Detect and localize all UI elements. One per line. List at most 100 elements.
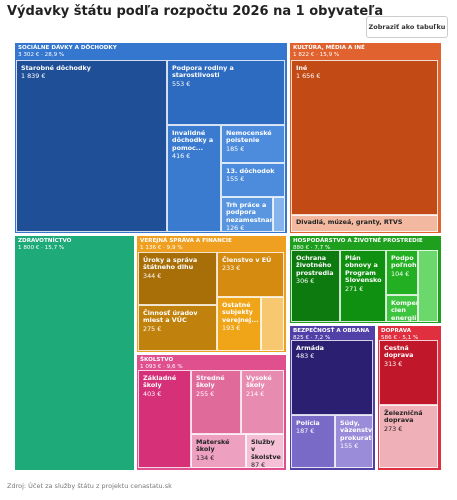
cell-rect: Stredné školy 255 €	[191, 370, 241, 434]
cell-label: Divadlá, múzeá, granty, RTVS	[296, 218, 435, 226]
cell-value-label: 185 €	[226, 144, 245, 153]
group-value-label: 3 302 € · 28,9 %	[18, 51, 65, 58]
cell-rect	[273, 197, 285, 232]
cell-value-label: 126 €	[226, 224, 245, 232]
cell-label: Základné školy 403 €	[143, 374, 188, 398]
cell-rect: Trh práce a podpora nezamestnaný126 €	[221, 197, 273, 232]
cell-label: Členstvo v EÚ 233 €	[222, 256, 281, 273]
group-value-label: 1 822 € · 15,9 %	[293, 51, 340, 58]
cell-label: Úroky a správa štátneho dlhu 344 €	[143, 256, 214, 280]
cell-rect: Materské školy 134 €	[191, 434, 246, 468]
cell-label: Podpo poľnoh 104 €	[391, 254, 417, 278]
cell-value-label: 483 €	[296, 352, 315, 361]
cell-label: Invalidné dôchodky a pomoc... 416 €	[172, 129, 218, 161]
cell-rect: Ostatné subjekty verejnej... 193 €	[217, 297, 261, 351]
cell-label: Kompenzácie cien energií	[391, 299, 417, 321]
cell-rect: Železničná doprava 273 €	[379, 405, 438, 468]
group-value-label: 586 € · 5,1 %	[381, 334, 419, 341]
cell-value-label: 155 €	[340, 442, 359, 451]
cell-value-label: 187 €	[296, 427, 315, 436]
cell-value-label: 1 656 €	[296, 72, 321, 81]
cell-name: Vysoké školy	[246, 374, 272, 390]
group-header: HOSPODÁRSTVO A ŽIVOTNÉ PROSTREDIE 880 € ·…	[293, 238, 423, 251]
group-header: BEZPEČNOSŤ A OBRANA 825 € · 7,2 %	[293, 328, 369, 341]
group-value-label: 825 € · 7,2 %	[293, 334, 331, 341]
cell-label: 13. dôchodok 155 €	[226, 167, 282, 184]
group-rect: ZDRAVOTNÍCTVO 1 800 € · 15,7 %	[14, 235, 135, 471]
cell-name: Základné školy	[143, 374, 177, 390]
cell-label: Plán obnovy a Program Slovensko 271 €	[345, 254, 383, 293]
cell-rect: Invalidné dôchodky a pomoc... 416 €	[167, 125, 221, 232]
group-name: HOSPODÁRSTVO A ŽIVOTNÉ PROSTREDIE	[293, 238, 423, 244]
cell-label: Železničná doprava 273 €	[384, 409, 435, 433]
group-value-label: 1 093 € · 9,6 %	[140, 363, 183, 370]
source-note: Zdroj: Účet za služby štátu z projektu c…	[7, 482, 172, 490]
cell-label: Armáda 483 €	[296, 344, 370, 361]
group-value-label: 1 800 € · 15,7 %	[18, 244, 65, 251]
cell-value-label: 104 €	[391, 269, 410, 278]
cell-name: Divadlá, múzeá, granty, RTVS	[296, 218, 403, 226]
cell-name: Členstvo v EÚ	[222, 256, 272, 264]
cell-rect: Súdy, väzenstvo, prokuratúra155 €	[335, 415, 373, 468]
cell-name: Armáda	[296, 344, 324, 352]
cell-label: Starobné dôchodky 1 839 €	[21, 64, 164, 81]
cell-rect: Služby v školstve 87 €	[246, 434, 284, 468]
cell-value-label: 193 €	[222, 324, 241, 333]
cell-name: Stredné školy	[196, 374, 225, 390]
cell-value-label: 403 €	[143, 389, 162, 398]
treemap: SOCIÁLNE DÁVKY A DÔCHODKY 3 302 € · 28,9 …	[14, 42, 442, 471]
group-value-label: 1 136 € · 9,9 %	[140, 244, 183, 251]
cell-rect: Vysoké školy 214 €	[241, 370, 284, 434]
group-header: KULTÚRA, MÉDIA A INÉ 1 822 € · 15,9 %	[293, 45, 365, 58]
cell-value-label: 255 €	[196, 389, 215, 398]
cell-value-label: 87 €	[251, 461, 266, 468]
cell-value-label: 416 €	[172, 152, 191, 161]
cell-rect	[261, 297, 284, 351]
cell-rect: Divadlá, múzeá, granty, RTVS	[291, 215, 438, 232]
page-title: Výdavky štátu podľa rozpočtu 2026 na 1 o…	[7, 4, 384, 19]
cell-value-label: 155 €	[226, 175, 245, 184]
cell-label: Stredné školy 255 €	[196, 374, 238, 398]
group-header: DOPRAVA 586 € · 5,1 %	[381, 328, 418, 341]
group-header: VEREJNÁ SPRÁVA A FINANCIE 1 136 € · 9,9 %	[140, 238, 232, 251]
group-header: ŠKOLSTVO 1 093 € · 9,6 %	[140, 357, 183, 370]
group-name: ZDRAVOTNÍCTVO	[18, 238, 72, 244]
cell-name: Invalidné dôchodky a pomoc...	[172, 129, 214, 152]
cell-rect: Ochrana životného prostredia 306 €	[291, 250, 340, 322]
cell-name: Polícia	[296, 419, 320, 427]
table-toggle-button[interactable]: Zobraziť ako tabuľku	[366, 16, 448, 38]
cell-label: Ostatné subjekty verejnej... 193 €	[222, 301, 259, 333]
cell-label: Vysoké školy 214 €	[246, 374, 281, 398]
cell-rect: Základné školy 403 €	[138, 370, 191, 468]
cell-name: Železničná doprava	[384, 409, 423, 425]
cell-name: Cestná doprava	[384, 344, 414, 360]
cell-value-label: 134 €	[196, 453, 215, 462]
cell-rect: Polícia 187 €	[291, 415, 335, 468]
cell-rect: Armáda 483 €	[291, 340, 373, 415]
cell-name: Iné	[296, 64, 308, 72]
cell-rect: Kompenzácie cien energií	[386, 295, 418, 322]
cell-label: Podpora rodiny a starostlivosti 553 €	[172, 64, 282, 88]
cell-name: Súdy, väzenstvo, prokuratúra	[340, 419, 373, 442]
cell-value-label: 553 €	[172, 79, 191, 88]
cell-label: Trh práce a podpora nezamestnaný126 €	[226, 201, 272, 232]
cell-name: Trh práce a podpora nezamestnaný	[226, 201, 272, 224]
cell-value-label: 313 €	[384, 359, 403, 368]
cell-rect: Iné 1 656 €	[291, 60, 438, 215]
cell-name: Služby v školstve	[251, 438, 281, 461]
cell-label: Cestná doprava 313 €	[384, 344, 435, 368]
group-name: SOCIÁLNE DÁVKY A DÔCHODKY	[18, 45, 117, 51]
cell-name: Činnosť úradov miest a VÚC	[143, 309, 198, 325]
group-header: SOCIÁLNE DÁVKY A DÔCHODKY 3 302 € · 28,9 …	[18, 45, 117, 58]
cell-name: Nemocenské poistenie	[226, 129, 272, 145]
cell-rect: Činnosť úradov miest a VÚC 275 €	[138, 305, 217, 351]
cell-label: Iné 1 656 €	[296, 64, 435, 81]
cell-rect: Členstvo v EÚ 233 €	[217, 252, 284, 297]
cell-name: Starobné dôchodky	[21, 64, 91, 72]
cell-label: Nemocenské poistenie 185 €	[226, 129, 282, 153]
cell-value-label: 273 €	[384, 424, 403, 433]
cell-value-label: 233 €	[222, 264, 241, 273]
cell-rect: Plán obnovy a Program Slovensko 271 €	[340, 250, 386, 322]
cell-name: 13. dôchodok	[226, 167, 275, 175]
cell-value-label: 214 €	[246, 389, 265, 398]
